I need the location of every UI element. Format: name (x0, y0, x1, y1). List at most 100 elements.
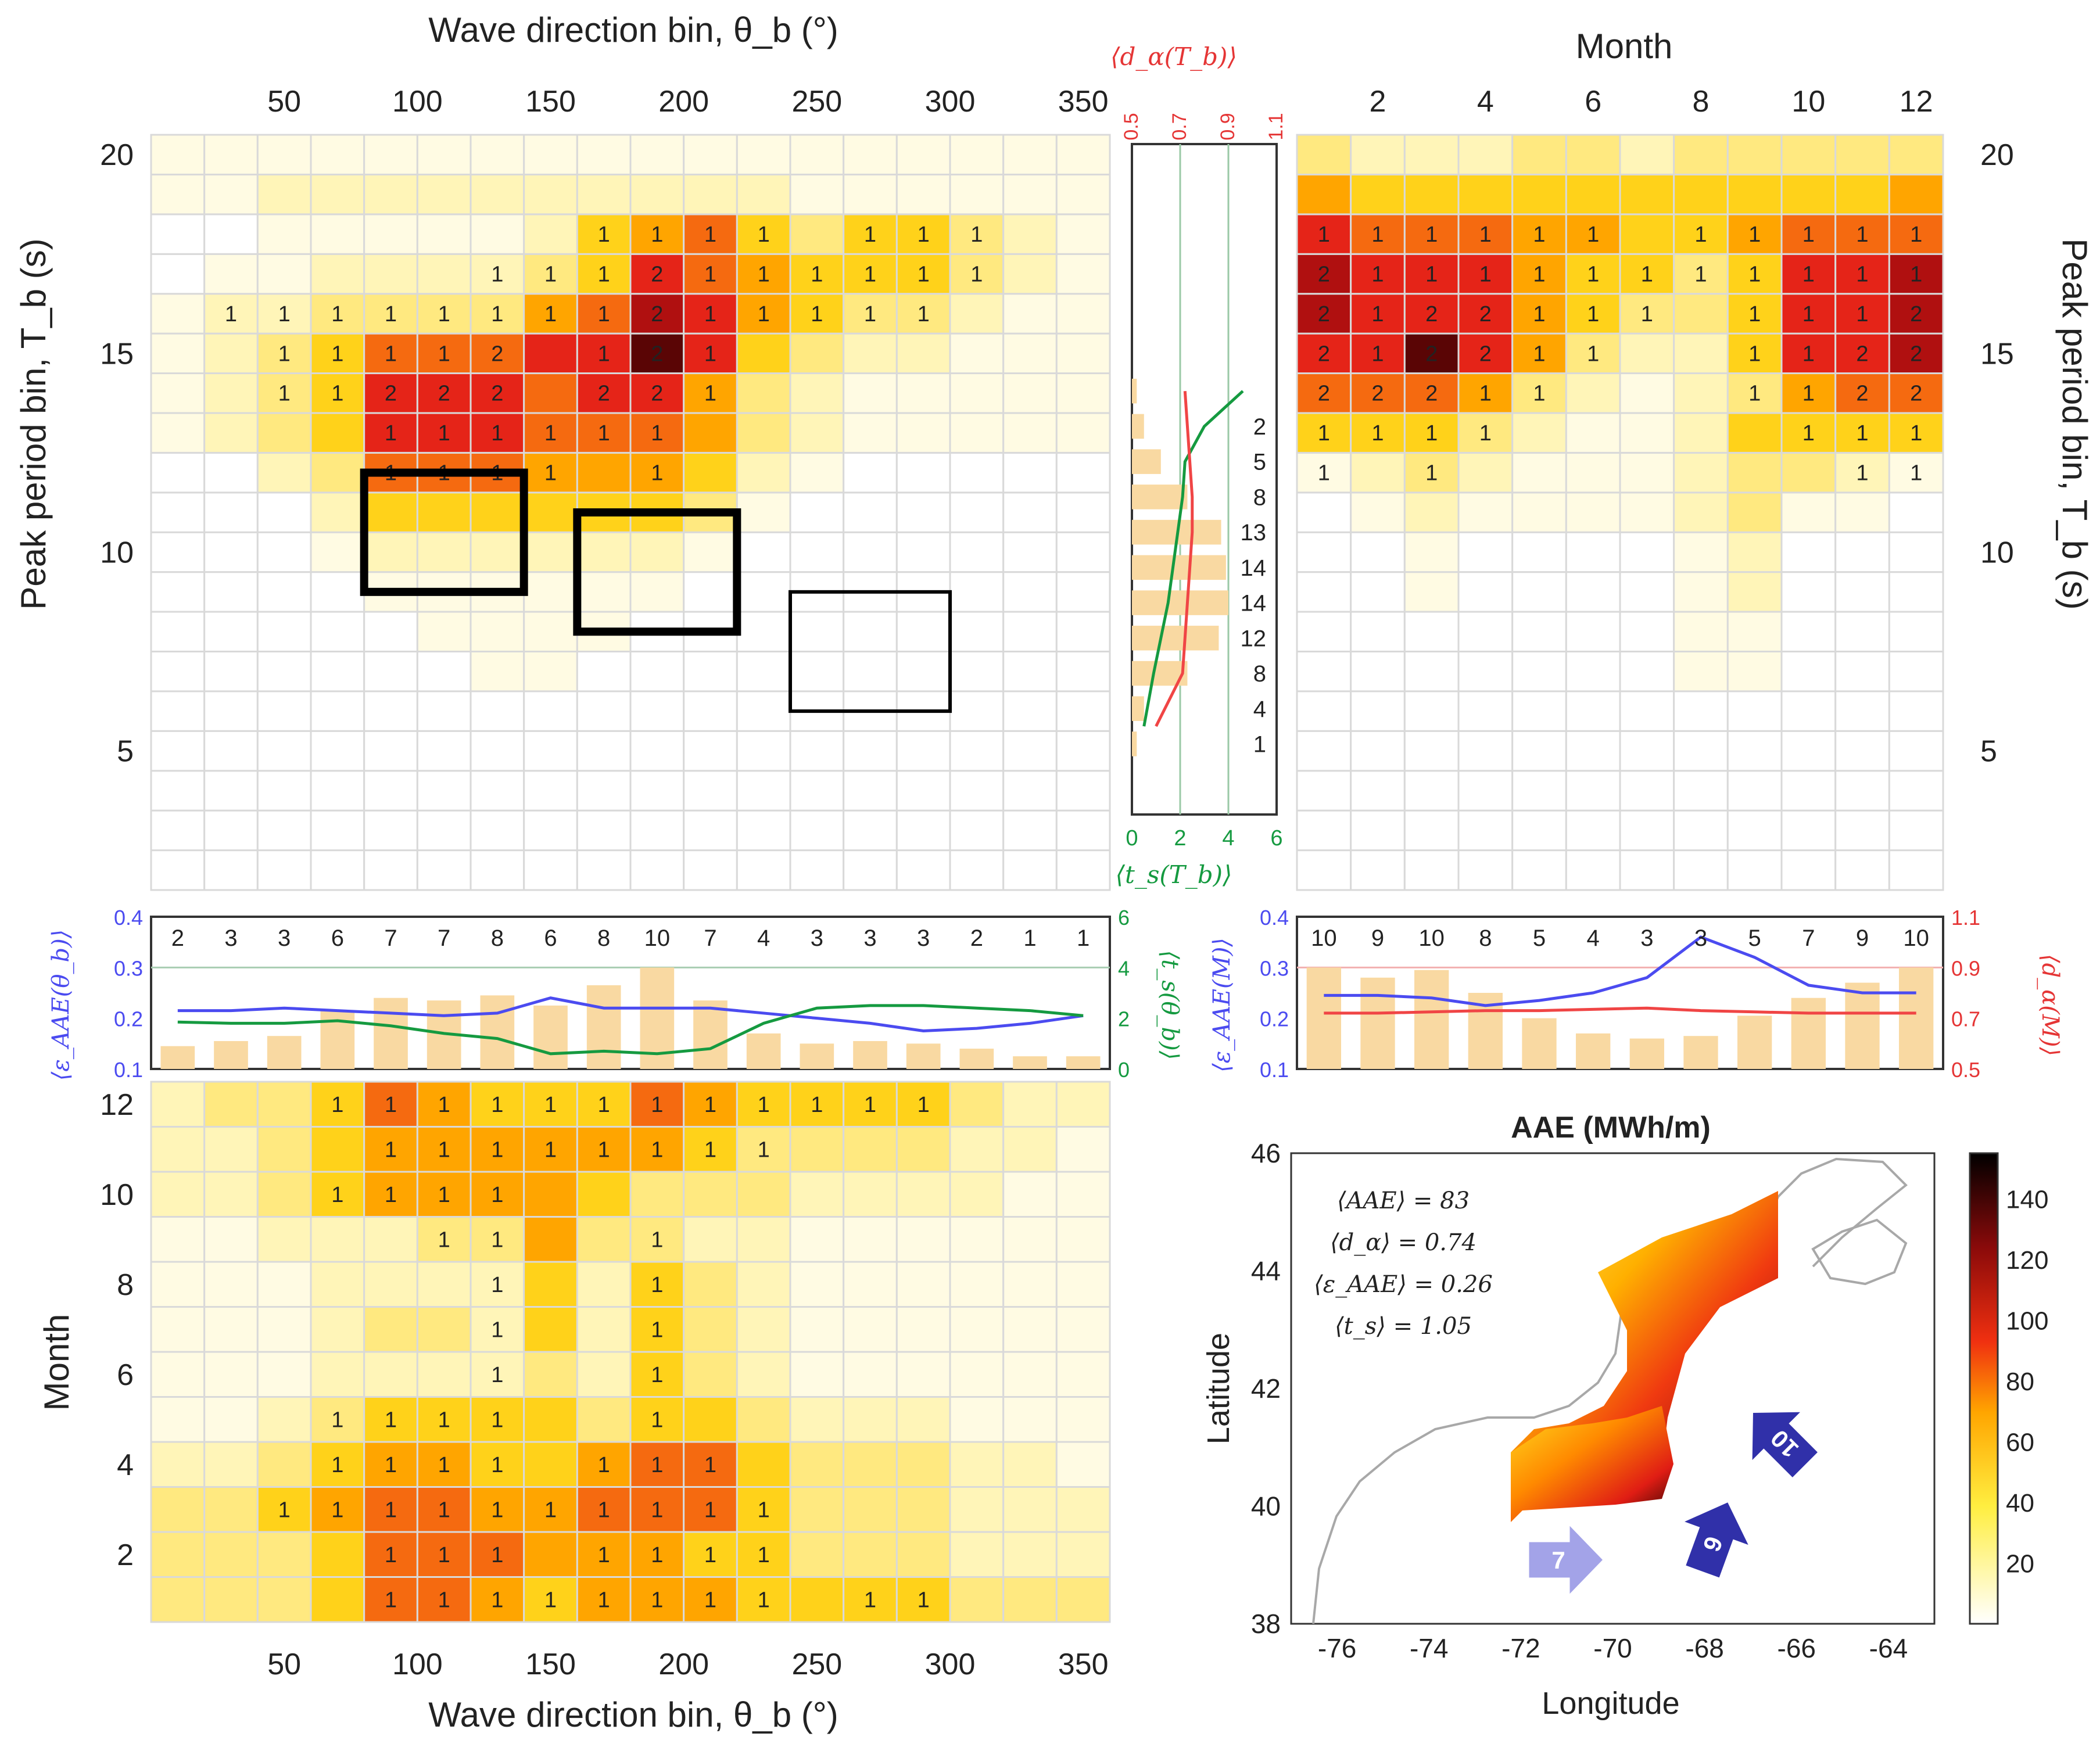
heatmap-cell (843, 1261, 898, 1308)
x-tick-label: 2 (1370, 85, 1386, 119)
cell-label: 1 (438, 1408, 450, 1432)
heatmap-cell (789, 1126, 845, 1173)
heatmap-cell (150, 1126, 206, 1173)
heatmap-cell (523, 650, 578, 692)
heatmap-cell (363, 1081, 418, 1128)
heatmap-cell (363, 690, 418, 732)
heatmap-cell (576, 770, 632, 812)
heatmap-cell (1350, 611, 1406, 652)
heatmap-cell (470, 730, 525, 772)
cell-label: 1 (544, 262, 557, 286)
heatmap-cell (203, 253, 259, 295)
heatmap-cell (150, 1306, 206, 1353)
cell-label: 2 (491, 342, 503, 366)
heatmap-cell (203, 173, 259, 216)
heatmap-cell (150, 1261, 206, 1308)
heatmap-cell (1780, 849, 1837, 891)
cell-label: 1 (1748, 262, 1761, 286)
colorbar-tick-label: 60 (2006, 1428, 2034, 1456)
heatmap-cell (310, 650, 365, 692)
heatmap-cell (150, 690, 206, 732)
heatmap-cell (629, 1081, 685, 1128)
heatmap-cell (1002, 1126, 1058, 1173)
heatmap-cell (1673, 809, 1729, 852)
heatmap-cell (895, 1531, 951, 1578)
heatmap-cell (256, 1576, 312, 1623)
heatmap-cell (949, 491, 1005, 533)
count-label: 5 (1533, 925, 1546, 951)
heatmap-cell (843, 372, 898, 414)
heatmap-cell (523, 412, 578, 454)
heatmap-cell (310, 213, 365, 255)
strip-bar (693, 1000, 728, 1069)
heatmap-cell (1888, 770, 1944, 812)
period-profile-panel: 2 5 8 13 14 14 12 8 4 1 0.5 0.7 0.9 1.1 0 2 4 6 (1120, 113, 1287, 851)
profile-bar (1132, 414, 1144, 439)
map-axes: -76 -74 -72 -70 -68 -66 -64 38 40 42 44 46 (1251, 1138, 1908, 1663)
heatmap-cell (1619, 332, 1675, 375)
heatmap-cell (1002, 571, 1058, 613)
heatmap-cell (1834, 293, 1890, 335)
heatmap-cell (1055, 690, 1111, 732)
heatmap-cell (1511, 730, 1567, 772)
count-label: 12 (1241, 626, 1267, 651)
aae-map: 7 9 10 ⟨AAE⟩ = 83 ⟨d_α⟩ = 0.74 ⟨ε_AAE⟩ = 0.2… (1251, 1138, 2049, 1663)
cell-label: 1 (1479, 421, 1492, 446)
heatmap-cell (1457, 451, 1514, 494)
heatmap-cell (1673, 611, 1729, 652)
heatmap-cell (1350, 372, 1406, 414)
cell-label: 1 (491, 1588, 503, 1612)
heatmap-cell (1002, 412, 1058, 454)
heatmap-cell (256, 1306, 312, 1353)
cell-label: 1 (651, 223, 663, 247)
heatmap-cell (1780, 213, 1837, 255)
cell-label: 2 (1425, 382, 1438, 406)
aae-bight-region (1511, 1406, 1673, 1522)
heatmap-cell (843, 173, 898, 216)
strip-frame (150, 916, 1111, 1070)
eps-month-line (1324, 935, 1916, 1007)
heatmap-cell (310, 809, 365, 852)
cell-label: 1 (758, 1093, 770, 1117)
heatmap-cell (203, 1171, 259, 1218)
heatmap-cell (1673, 293, 1729, 335)
count-label: 10 (1903, 925, 1929, 951)
heatmap-cell (1457, 611, 1514, 652)
heatmap-cell (736, 1306, 791, 1353)
x-tick-label: 250 (791, 1648, 842, 1681)
cell-label: 1 (758, 262, 770, 286)
cell-label: 1 (385, 342, 397, 366)
heatmap-cell (1888, 650, 1944, 692)
heatmap-cell (1055, 134, 1111, 175)
heatmap-cell (1457, 690, 1514, 732)
cell-label: 1 (651, 1093, 663, 1117)
profile-bar (1132, 449, 1161, 474)
heatmap-cell (416, 1576, 472, 1623)
heatmap-cell (1673, 730, 1729, 772)
heatmap-cell (1511, 173, 1567, 216)
ts-tick-label: 0 (1118, 1058, 1130, 1082)
heatmap-cell (416, 134, 472, 175)
heatmap-cell (1619, 571, 1675, 613)
cell-label: 1 (331, 382, 343, 406)
heatmap-cell (470, 1396, 525, 1443)
heatmap-cell (363, 372, 418, 414)
lat-tick-label: 40 (1251, 1491, 1281, 1522)
heatmap-cell (895, 332, 951, 375)
map-x-axis-label: Longitude (1542, 1686, 1679, 1721)
y-tick-label: 10 (1980, 536, 2014, 569)
cell-label: 1 (1371, 223, 1384, 247)
cell-label: 1 (1587, 302, 1599, 326)
heatmap-cell (523, 134, 578, 175)
heatmap-cell (523, 173, 578, 216)
heatmap-cell (895, 770, 951, 812)
heatmap-cell (203, 1126, 259, 1173)
cell-label: 1 (1587, 223, 1599, 247)
heatmap-cell (683, 173, 738, 216)
heatmap-cell (576, 730, 632, 772)
heatmap-cell (1726, 173, 1783, 216)
heatmap-cell (789, 1351, 845, 1398)
cell-label: 1 (651, 1408, 663, 1432)
heatmap-cell (416, 730, 472, 772)
month-strip: 10 9 10 8 5 4 3 3 5 7 9 10 0.1 0.2 0.3 0.4 0.5 0.7 0.9 1.1 (1260, 906, 1980, 1082)
